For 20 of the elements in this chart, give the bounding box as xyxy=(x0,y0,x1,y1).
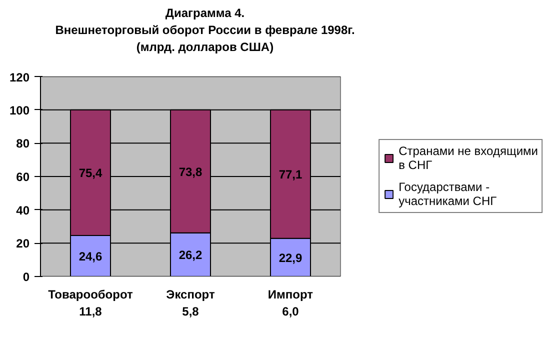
chart-title: Диаграмма 4. xyxy=(165,6,245,20)
y-tick-label: 100 xyxy=(9,103,30,118)
data-label: 75,4 xyxy=(78,166,103,180)
data-label: 77,1 xyxy=(278,168,303,182)
y-tick-label: 80 xyxy=(16,136,30,151)
legend-label: Государствами - участниками СНГ xyxy=(398,180,497,208)
data-label: 73,8 xyxy=(178,164,203,179)
legend-label: Странами не входящими в СНГ xyxy=(398,144,538,172)
y-tick-label: 0 xyxy=(22,270,30,284)
x-tick-label: Экспорт 5,8 xyxy=(166,288,215,318)
y-tick-label: 60 xyxy=(16,170,30,184)
data-label: 24,6 xyxy=(78,250,103,264)
chart-subtitle: Внешнеторговый оборот России в феврале 1998г. (млрд. долларов США) xyxy=(55,23,355,54)
data-label: 22,9 xyxy=(278,250,303,265)
y-tick-label: 20 xyxy=(16,236,30,251)
data-label: 26,2 xyxy=(178,248,203,262)
y-tick-label: 40 xyxy=(16,203,30,218)
x-tick-label: Товарооборот 11,8 xyxy=(48,288,134,318)
x-tick-label: Импорт 6,0 xyxy=(268,288,314,318)
y-tick-label: 120 xyxy=(9,70,30,84)
